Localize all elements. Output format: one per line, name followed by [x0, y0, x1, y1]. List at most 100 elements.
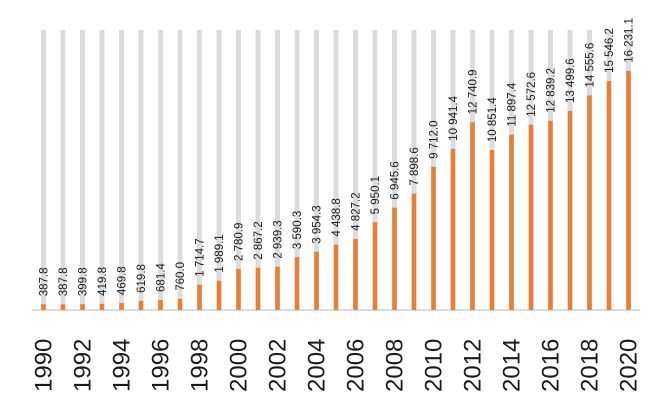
x-tick-label-2000: 2000 — [226, 339, 253, 392]
bars — [41, 70, 631, 311]
data-label-1997: 760.0 — [175, 262, 187, 291]
data-label-2016: 12 839.2 — [546, 68, 558, 113]
data-label-2013: 10 851.4 — [487, 97, 499, 142]
bar-2001 — [255, 267, 261, 310]
bar-1996 — [158, 299, 163, 310]
column-background — [236, 30, 241, 310]
x-tick-label-2004: 2004 — [304, 339, 331, 392]
bar-1997 — [177, 298, 183, 310]
bar-2009 — [411, 193, 417, 310]
x-tick-label-2002: 2002 — [265, 339, 292, 392]
bar-2010 — [431, 166, 436, 310]
data-label-1998: 1 714.7 — [195, 238, 207, 276]
column-background — [41, 30, 46, 310]
bar-2006 — [353, 238, 358, 310]
column-background — [216, 30, 222, 310]
data-label-2003: 3 590.3 — [292, 211, 304, 249]
column-background — [119, 30, 124, 310]
column-background — [333, 30, 339, 310]
data-label-2008: 6 945.6 — [390, 161, 402, 199]
bar-2004 — [314, 251, 319, 310]
bar-2000 — [236, 269, 241, 310]
bar-1995 — [138, 300, 144, 310]
x-tick-label-1998: 1998 — [187, 339, 214, 392]
x-tick-label-1990: 1990 — [31, 339, 58, 392]
column-background — [138, 30, 144, 310]
data-label-1990: 387.8 — [39, 268, 51, 297]
bar-2003 — [294, 257, 300, 310]
data-label-1999: 1 989.1 — [214, 234, 226, 272]
bar-2014 — [509, 134, 514, 310]
data-label-2019: 15 546.2 — [604, 28, 616, 73]
x-tick-label-1996: 1996 — [148, 339, 175, 392]
data-label-1993: 419.8 — [97, 267, 109, 296]
data-label-2011: 10 941.4 — [448, 95, 460, 140]
column-background — [99, 30, 105, 310]
data-label-2004: 3 954.3 — [312, 205, 324, 243]
column-background — [353, 30, 358, 310]
column-background — [372, 30, 378, 310]
data-label-2014: 11 897.4 — [507, 82, 519, 127]
data-label-2017: 13 499.6 — [565, 58, 577, 103]
x-tick-labels: 1990 1992 1994 1996 1998 2000 2002 2004 2006 2008… — [31, 339, 643, 392]
bar-2007 — [372, 222, 378, 310]
bar-2016 — [548, 120, 553, 310]
x-tick-label-2018: 2018 — [577, 339, 604, 392]
column-background — [275, 30, 280, 310]
x-tick-label-2014: 2014 — [499, 339, 526, 392]
x-tick-label-1992: 1992 — [70, 339, 97, 392]
bar-2002 — [275, 266, 280, 310]
data-label-2012: 12 740.9 — [468, 69, 480, 114]
data-label-1994: 469.8 — [117, 266, 129, 295]
column-background — [197, 30, 202, 310]
bar-2019 — [606, 80, 612, 310]
data-label-2001: 2 867.2 — [253, 221, 265, 259]
data-label-1995: 619.8 — [136, 264, 148, 293]
bar-2017 — [567, 111, 573, 310]
bar-2020 — [626, 70, 631, 310]
data-label-1996: 681.4 — [156, 263, 168, 292]
column-background — [177, 30, 183, 310]
bar-1998 — [197, 284, 202, 310]
x-tick-label-2010: 2010 — [421, 339, 448, 392]
data-label-2015: 12 572.6 — [526, 72, 538, 117]
data-label-2006: 4 827.2 — [351, 192, 363, 230]
column-background — [60, 30, 66, 310]
data-label-2020: 16 231.1 — [624, 18, 636, 63]
column-background — [392, 30, 397, 310]
column-background — [411, 30, 417, 310]
x-tick-label-2006: 2006 — [343, 339, 370, 392]
bar-2015 — [528, 124, 534, 311]
x-tick-label-2016: 2016 — [538, 339, 565, 392]
bar-1993 — [99, 303, 105, 310]
data-label-1992: 399.8 — [78, 267, 90, 296]
bar-1990 — [41, 304, 46, 310]
x-tick-label-1994: 1994 — [109, 339, 136, 392]
bar-1992 — [80, 304, 85, 310]
x-tick-label-2008: 2008 — [382, 339, 409, 392]
bar-2008 — [392, 207, 397, 310]
bar-1991 — [60, 304, 66, 310]
column-background — [294, 30, 300, 310]
bar-2005 — [333, 244, 339, 310]
data-label-2007: 5 950.1 — [370, 176, 382, 214]
column-background — [314, 30, 319, 310]
data-label-2002: 2 939.3 — [273, 220, 285, 258]
bar-2013 — [489, 150, 495, 310]
data-label-2009: 7 898.6 — [409, 147, 421, 185]
column-background — [80, 30, 85, 310]
x-tick-label-2012: 2012 — [460, 339, 487, 392]
data-label-2005: 4 438.8 — [331, 198, 343, 236]
bar-2018 — [587, 95, 592, 310]
column-background — [158, 30, 163, 310]
data-label-2000: 2 780.9 — [234, 223, 246, 261]
bar-1999 — [216, 280, 222, 310]
data-labels: 387.8 387.8 399.8 419.8 469.8 619.8 681.4 760.0… — [39, 18, 636, 296]
data-label-2010: 9 712.0 — [429, 121, 441, 159]
bar-1994 — [119, 303, 124, 310]
bar-2012 — [470, 122, 475, 310]
x-tick-label-2020: 2020 — [616, 339, 643, 392]
data-label-2018: 14 555.6 — [585, 43, 597, 88]
column-background — [255, 30, 261, 310]
